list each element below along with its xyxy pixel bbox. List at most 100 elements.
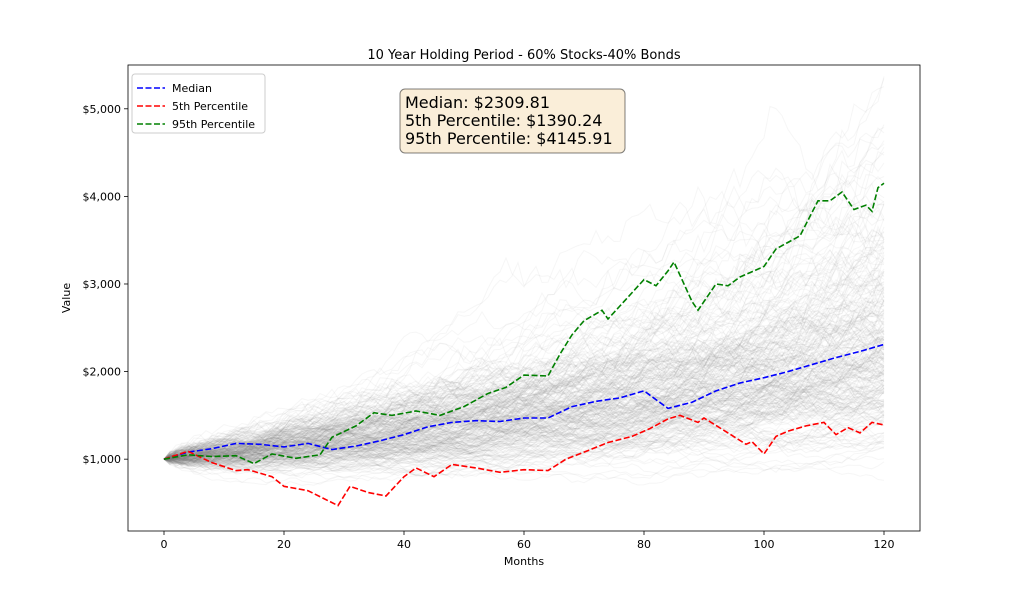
y-tick-label: $3,000 — [83, 278, 122, 291]
simulation-path — [163, 386, 885, 464]
simulation-path — [163, 204, 885, 460]
simulation-path — [163, 373, 885, 463]
simulation-path — [163, 269, 885, 463]
simulation-path — [163, 357, 885, 460]
legend-label: 95th Percentile — [172, 118, 255, 131]
simulation-path — [163, 332, 885, 464]
simulation-path — [163, 254, 885, 463]
simulation-path — [163, 372, 885, 465]
percentile-series — [163, 182, 885, 507]
simulation-path — [163, 299, 885, 460]
simulation-path — [163, 247, 885, 465]
simulation-path — [163, 389, 885, 460]
simulation-path — [163, 383, 885, 460]
simulation-path — [163, 452, 885, 481]
x-tick-label: 20 — [277, 538, 291, 551]
simulation-path — [163, 312, 885, 460]
y-axis-label: Value — [60, 283, 73, 313]
simulation-path — [163, 373, 885, 475]
simulation-path — [163, 389, 885, 472]
simulation-path — [163, 387, 885, 461]
simulation-path — [163, 338, 885, 460]
simulation-path — [163, 268, 885, 466]
simulation-path — [163, 421, 885, 467]
simulation-path — [163, 355, 885, 460]
simulation-path — [163, 335, 885, 486]
simulation-path — [163, 296, 885, 464]
simulation-path — [163, 270, 885, 464]
simulation-path — [163, 317, 885, 471]
simulation-path — [163, 341, 885, 465]
simulation-path — [163, 212, 885, 460]
simulation-path — [163, 371, 885, 461]
simulation-path — [163, 336, 885, 462]
simulation-path — [163, 354, 885, 460]
simulation-path — [163, 248, 885, 465]
simulation-path — [163, 258, 885, 461]
simulation-path — [163, 427, 885, 475]
simulation-path — [163, 406, 885, 462]
simulation-path — [163, 273, 885, 473]
simulation-path — [163, 398, 885, 461]
simulation-path — [163, 362, 885, 467]
simulation-path — [163, 360, 885, 460]
simulation-path — [163, 368, 885, 465]
simulation-path — [163, 369, 885, 474]
simulation-path — [163, 167, 885, 460]
simulation-path — [163, 310, 885, 469]
simulation-path — [163, 312, 885, 460]
simulation-path — [163, 299, 885, 463]
simulation-path — [163, 381, 885, 477]
simulation-path — [163, 292, 885, 460]
simulation-path — [163, 215, 885, 460]
simulation-path — [163, 140, 885, 468]
simulation-path — [163, 367, 885, 460]
x-tick-label: 80 — [637, 538, 651, 551]
simulation-path — [163, 277, 885, 461]
simulation-path — [163, 172, 885, 460]
simulation-path — [163, 310, 885, 460]
simulation-path — [163, 301, 885, 462]
simulation-path — [163, 396, 885, 461]
simulation-path — [163, 321, 885, 475]
simulation-path — [163, 305, 885, 465]
simulation-path — [163, 309, 885, 461]
annotation-median: Median: $2309.81 — [405, 93, 550, 112]
simulation-path — [163, 274, 885, 460]
simulation-path — [163, 334, 885, 467]
simulation-path — [163, 279, 885, 462]
simulation-path — [163, 228, 885, 467]
simulation-path — [163, 347, 885, 460]
simulation-path — [163, 252, 885, 463]
simulation-path — [163, 319, 885, 472]
simulation-path — [163, 334, 885, 464]
simulation-path — [163, 319, 885, 460]
simulation-path — [163, 369, 885, 461]
simulation-path — [163, 320, 885, 468]
simulation-path — [163, 337, 885, 465]
simulation-path — [163, 389, 885, 463]
simulation-path — [163, 329, 885, 460]
simulation-path — [163, 343, 885, 463]
simulation-path — [163, 150, 885, 460]
simulation-path — [163, 394, 885, 469]
simulation-path — [163, 348, 885, 466]
simulation-path — [163, 386, 885, 471]
simulation-path — [163, 400, 885, 472]
simulation-path — [163, 300, 885, 465]
simulation-path — [163, 387, 885, 472]
simulation-path — [163, 344, 885, 460]
simulation-path — [163, 149, 885, 465]
simulation-path — [163, 418, 885, 477]
simulation-path — [163, 416, 885, 469]
series-line-5th-percentile — [163, 414, 885, 507]
simulation-path — [163, 351, 885, 468]
simulation-path — [163, 204, 885, 461]
y-tick-label: $1,000 — [83, 453, 122, 466]
simulation-path — [163, 366, 885, 462]
simulation-path — [163, 337, 885, 462]
simulation-path — [163, 407, 885, 470]
simulation-path — [163, 359, 885, 462]
simulation-path — [163, 346, 885, 460]
simulation-path — [163, 401, 885, 464]
